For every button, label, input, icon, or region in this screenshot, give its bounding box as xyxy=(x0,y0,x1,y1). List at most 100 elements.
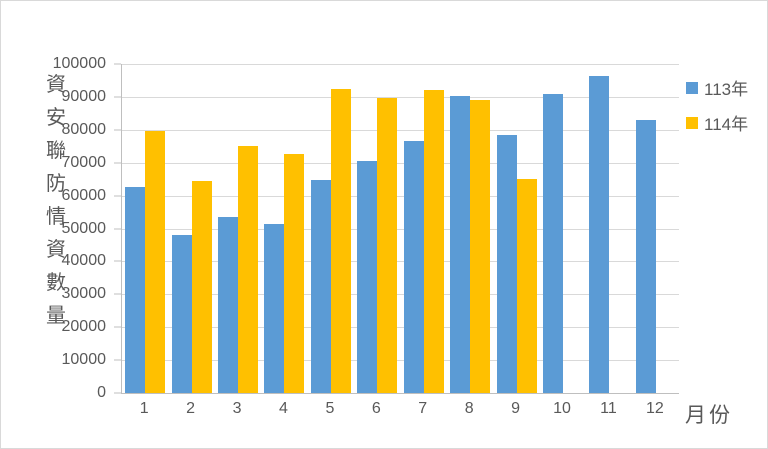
bar-group-month-3 xyxy=(215,64,261,393)
y-tick-label: 0 xyxy=(97,384,106,401)
x-axis-labels: 1 2 3 4 5 6 7 8 9 10 11 12 xyxy=(121,400,678,418)
y-axis-title-char: 資 xyxy=(46,239,66,261)
gridline xyxy=(122,261,679,263)
legend-label: 113年 xyxy=(704,80,749,99)
x-axis-title: 月份 xyxy=(685,404,733,427)
bar-113年-month-7 xyxy=(403,141,424,393)
x-axis-label-month-10: 10 xyxy=(553,400,571,417)
y-axis-title-char: 安 xyxy=(46,107,66,129)
y-axis-title: 資安聯防情資數量 xyxy=(43,75,69,326)
y-axis-tick-marks xyxy=(114,63,121,394)
bar-group-month-11 xyxy=(586,64,632,393)
bar-114年-month-9 xyxy=(516,178,537,393)
y-tick-mark xyxy=(114,129,121,131)
bar-group-month-9 xyxy=(493,64,539,393)
bar-114年-month-5 xyxy=(330,88,351,393)
bar-series xyxy=(122,64,679,393)
y-tick-label: 10000 xyxy=(61,351,107,369)
bar-group-month-5 xyxy=(308,64,354,393)
x-axis-label-month-7: 7 xyxy=(418,400,428,417)
x-axis-label-month-12: 12 xyxy=(645,400,664,417)
bar-113年-month-9 xyxy=(496,135,517,393)
bar-114年-month-8 xyxy=(470,99,491,393)
y-tick-label: 100000 xyxy=(52,55,106,72)
bar-114年-month-2 xyxy=(191,180,212,393)
y-tick-mark xyxy=(114,359,121,361)
y-axis-title-char: 數 xyxy=(46,272,66,294)
x-axis-label-month-11: 11 xyxy=(600,400,617,417)
y-tick-label: 50000 xyxy=(61,219,107,237)
x-axis-label-month-3: 3 xyxy=(232,400,242,417)
gridline xyxy=(122,162,679,164)
x-axis-label-month-8: 8 xyxy=(464,400,474,417)
legend-swatch-icon xyxy=(686,116,698,129)
bar-114年-month-6 xyxy=(377,98,398,393)
y-tick-mark xyxy=(114,293,121,295)
bar-114年-month-4 xyxy=(284,153,305,393)
bar-group-month-4 xyxy=(261,64,307,393)
bar-113年-month-5 xyxy=(310,179,331,393)
y-tick-label: 20000 xyxy=(61,318,107,336)
bar-group-month-2 xyxy=(168,64,214,393)
y-tick-mark xyxy=(114,96,121,98)
bar-group-month-7 xyxy=(401,64,447,393)
bar-113年-month-3 xyxy=(218,217,239,393)
y-tick-mark xyxy=(114,228,121,229)
bar-113年-month-10 xyxy=(543,94,563,393)
y-tick-mark xyxy=(114,392,121,394)
gridline xyxy=(122,327,679,329)
bar-113年-month-8 xyxy=(450,95,471,393)
y-tick-mark xyxy=(114,162,121,164)
y-axis-title-char: 防 xyxy=(46,173,66,195)
gridline xyxy=(122,360,679,362)
y-tick-label: 40000 xyxy=(61,252,107,270)
y-tick-mark xyxy=(114,326,121,328)
y-axis-title-char: 情 xyxy=(46,206,66,228)
gridline xyxy=(122,195,679,197)
bar-113年-month-2 xyxy=(171,235,192,393)
y-tick-label: 80000 xyxy=(61,120,107,138)
y-axis-tick-labels: 0 10000 20000 30000 40000 50000 60000 70000 8000… xyxy=(1,56,107,401)
y-tick-label: 30000 xyxy=(61,285,107,303)
bar-group-month-1 xyxy=(122,64,168,393)
bar-group-month-12 xyxy=(633,64,679,393)
x-axis-label-month-6: 6 xyxy=(371,400,381,417)
y-axis-title-char: 聯 xyxy=(46,140,66,162)
y-axis-title-char: 資 xyxy=(46,74,66,96)
x-axis-label-month-2: 2 xyxy=(186,400,196,417)
y-axis-title-char: 量 xyxy=(46,305,66,327)
legend-item-113年: 113年 xyxy=(686,75,748,100)
gridline xyxy=(122,129,679,131)
bar-113年-month-11 xyxy=(589,76,610,393)
legend-label: 114年 xyxy=(704,115,749,134)
gridlines xyxy=(122,64,679,393)
legend-swatch-icon xyxy=(686,81,698,94)
bar-114年-month-1 xyxy=(145,131,166,393)
bar-group-month-6 xyxy=(354,64,400,393)
y-tick-label: 90000 xyxy=(61,87,107,105)
bar-113年-month-4 xyxy=(264,223,285,393)
bar-113年-month-1 xyxy=(125,187,146,393)
legend: 113年 114年 xyxy=(686,75,748,135)
x-axis-label-month-4: 4 xyxy=(279,400,288,417)
x-axis-label-month-1: 1 xyxy=(139,400,149,417)
bar-114年-month-3 xyxy=(238,145,259,393)
y-tick-label: 70000 xyxy=(61,153,107,171)
gridline xyxy=(122,228,679,230)
y-tick-mark xyxy=(114,63,121,65)
gridline xyxy=(122,96,679,98)
bar-113年-month-12 xyxy=(635,119,656,393)
y-tick-mark xyxy=(114,260,121,262)
y-tick-mark xyxy=(114,195,121,197)
legend-item-114年: 114年 xyxy=(686,110,748,135)
plot-area xyxy=(121,64,679,394)
gridline xyxy=(122,294,679,296)
gridline xyxy=(122,64,679,65)
x-axis-label-month-5: 5 xyxy=(325,400,335,417)
x-axis-label-month-9: 9 xyxy=(511,400,521,417)
bar-114年-month-7 xyxy=(423,90,444,393)
bar-group-month-8 xyxy=(447,64,493,393)
y-tick-label: 60000 xyxy=(61,186,107,204)
bar-group-month-10 xyxy=(540,64,586,393)
